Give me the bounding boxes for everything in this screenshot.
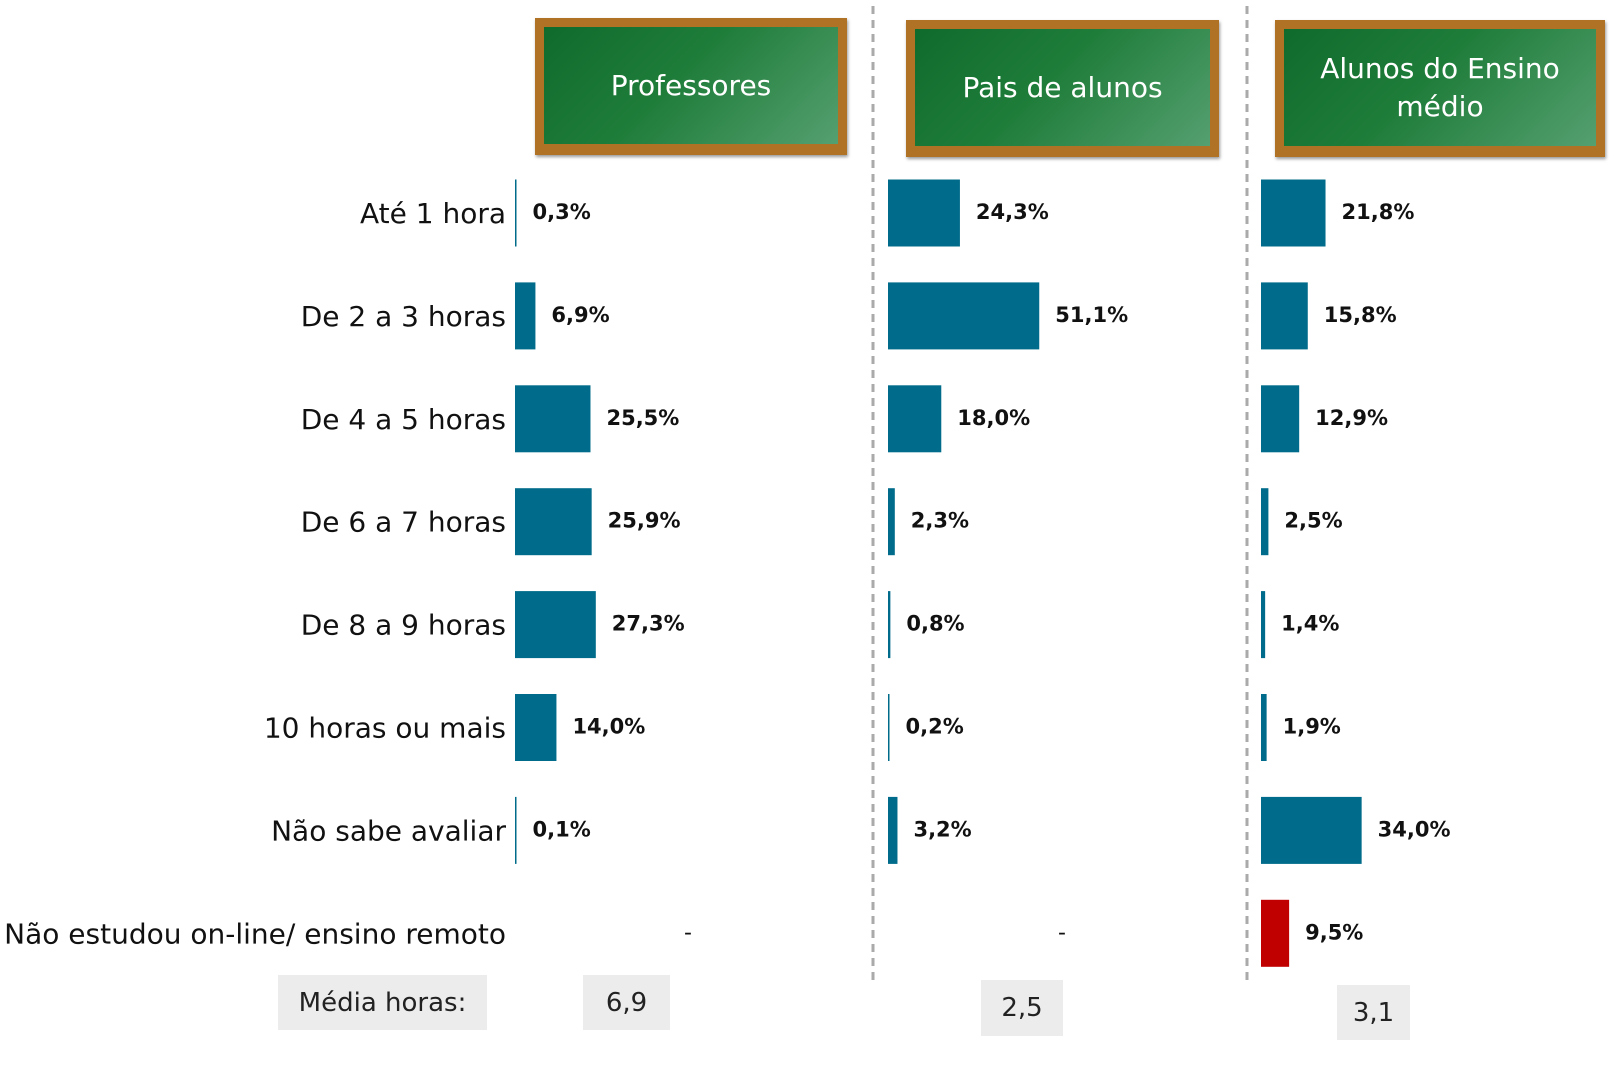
value-label: 1,4% — [1281, 612, 1339, 636]
category-label: Até 1 hora — [360, 197, 506, 230]
bar — [888, 385, 942, 453]
panel-title: Professores — [610, 68, 772, 102]
bar — [1261, 796, 1362, 864]
bar — [515, 694, 557, 761]
mean-value: 2,5 — [981, 980, 1063, 1036]
value-label: 6,9% — [551, 303, 609, 327]
bar — [888, 796, 898, 864]
value-label: 0,3% — [533, 200, 591, 224]
mean-value: 6,9 — [583, 975, 670, 1030]
value-label: 3,2% — [913, 817, 971, 841]
value-label: 1,9% — [1283, 715, 1341, 739]
value-label: 15,8% — [1324, 303, 1397, 327]
bar — [515, 796, 517, 864]
value-label: 27,3% — [612, 612, 685, 636]
value-label: 25,9% — [608, 509, 681, 533]
panel-title-board: Pais de alunos — [906, 20, 1219, 157]
value-label: 14,0% — [572, 715, 645, 739]
value-label: 25,5% — [606, 406, 679, 430]
panel-title: Alunos do Ensino médio — [1320, 51, 1560, 123]
bar — [888, 488, 895, 556]
category-label: De 8 a 9 horas — [301, 609, 506, 642]
value-label: 0,1% — [533, 817, 591, 841]
panel-title: Pais de alunos — [962, 70, 1163, 104]
value-label: 0,2% — [906, 715, 964, 739]
bar — [515, 385, 591, 453]
value-label: - — [1058, 920, 1066, 945]
bar — [1261, 899, 1290, 967]
value-label: - — [684, 920, 692, 945]
bar — [888, 282, 1040, 350]
bar — [1261, 488, 1269, 556]
value-label: 2,3% — [911, 509, 969, 533]
bar — [1261, 591, 1266, 659]
mean-title: Média horas: — [278, 975, 487, 1030]
value-label: 18,0% — [957, 406, 1030, 430]
bar — [888, 179, 960, 247]
bar — [515, 282, 536, 350]
value-label: 24,3% — [976, 200, 1049, 224]
bar — [515, 179, 517, 247]
category-label: De 2 a 3 horas — [301, 300, 506, 333]
value-label: 0,8% — [906, 612, 964, 636]
mean-value: 3,1 — [1337, 985, 1410, 1040]
value-label: 34,0% — [1378, 817, 1451, 841]
category-label: Não estudou on-line/ ensino remoto — [4, 917, 506, 950]
bar — [1261, 694, 1267, 761]
panel-title-board: Alunos do Ensino médio — [1275, 20, 1605, 157]
bar — [1261, 385, 1300, 453]
value-label: 51,1% — [1055, 303, 1128, 327]
bar — [888, 694, 890, 761]
value-label: 12,9% — [1315, 406, 1388, 430]
category-label: De 4 a 5 horas — [301, 403, 506, 436]
value-label: 9,5% — [1305, 920, 1363, 944]
bar — [515, 591, 596, 659]
bar — [1261, 282, 1308, 350]
value-label: 2,5% — [1284, 509, 1342, 533]
bar — [1261, 179, 1326, 247]
category-label: Não sabe avaliar — [271, 814, 506, 847]
panel-title-board: Professores — [535, 18, 847, 155]
category-label: 10 horas ou mais — [264, 712, 506, 745]
value-label: 21,8% — [1342, 200, 1415, 224]
bar — [515, 488, 592, 556]
category-label: De 6 a 7 horas — [301, 506, 506, 539]
bar — [888, 591, 891, 659]
